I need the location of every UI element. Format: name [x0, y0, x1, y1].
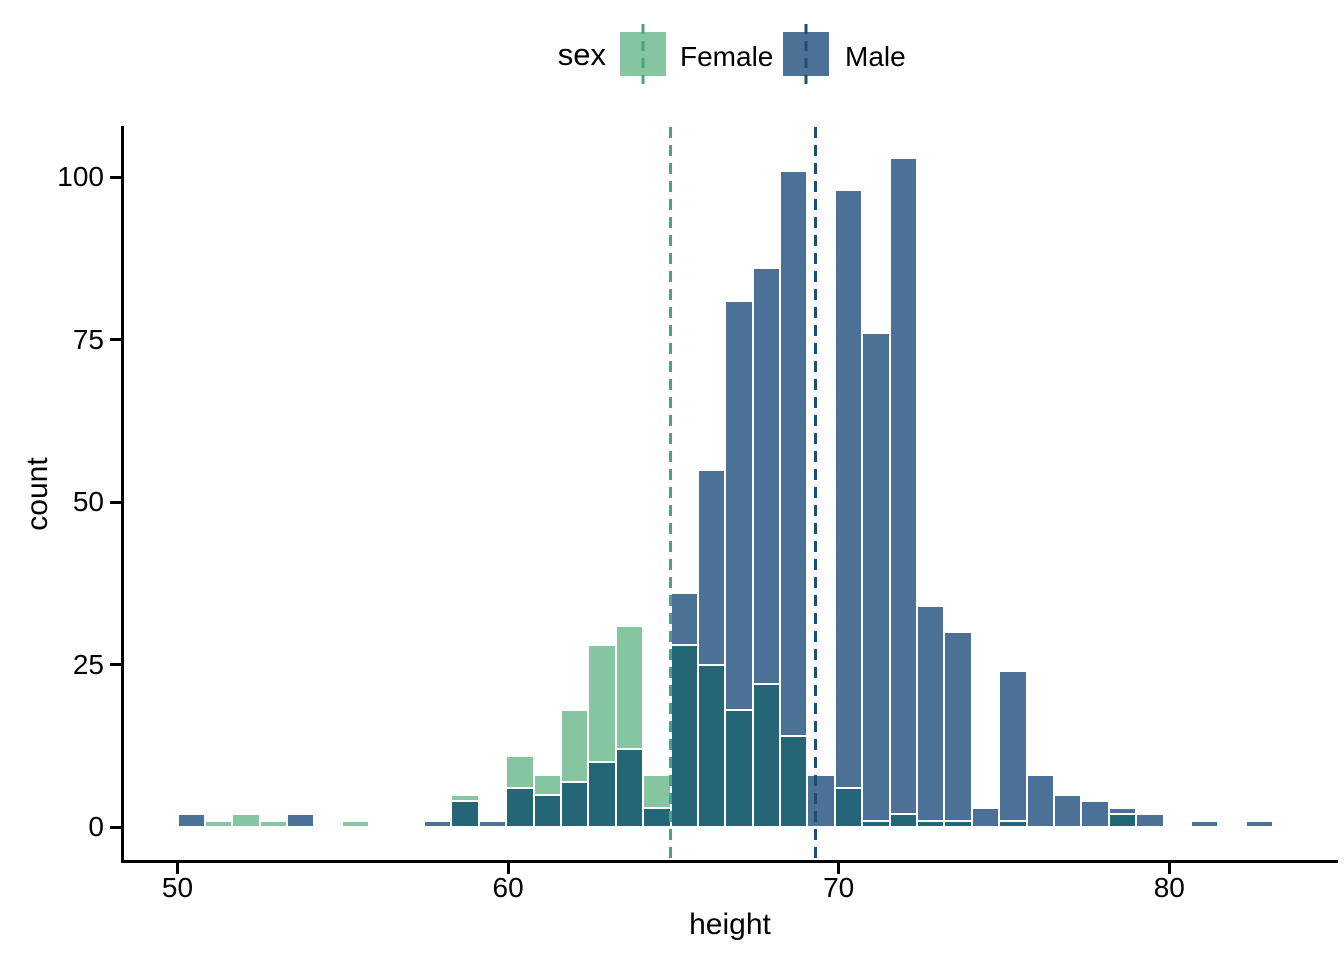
- histogram-bar-male-segment: [424, 820, 452, 827]
- y-axis-line: [121, 126, 124, 863]
- histogram-bar-male-segment: [670, 593, 698, 645]
- histogram-bar-overlap-segment: [615, 749, 644, 827]
- legend-label-female: Female: [680, 41, 774, 72]
- histogram-bar-overlap-segment: [917, 820, 945, 827]
- y-axis-tick-label: 0: [88, 811, 104, 842]
- histogram-bar-male-segment: [1053, 794, 1082, 827]
- y-axis-tick-label: 100: [57, 161, 104, 192]
- histogram-bar-male-segment: [725, 300, 753, 710]
- legend-label-male: Male: [845, 41, 906, 72]
- histogram-bar-male-segment: [177, 814, 205, 827]
- x-axis-tick: [176, 863, 179, 874]
- histogram-bar-male-segment: [862, 333, 890, 821]
- mean-line-male: [814, 127, 818, 860]
- histogram-bar-female-segment: [643, 775, 671, 808]
- histogram-bar-female-segment: [588, 645, 616, 762]
- histogram-bar-overlap-segment: [862, 820, 890, 827]
- histogram-bar-overlap-segment: [506, 788, 534, 827]
- x-axis-tick-label: 50: [161, 872, 194, 903]
- histogram-bar-male-segment: [287, 814, 315, 827]
- y-axis-tick-label: 75: [72, 323, 104, 355]
- histogram-bar-male-segment: [752, 268, 781, 684]
- x-axis-tick-label: 80: [1153, 872, 1185, 903]
- x-axis-line: [121, 860, 1338, 863]
- histogram-bar-female-segment: [259, 820, 288, 827]
- histogram-bar-male-segment: [834, 190, 863, 788]
- histogram-bar-female-segment: [506, 755, 534, 788]
- histogram-bar-male-segment: [917, 606, 945, 821]
- histogram-bar-overlap-segment: [752, 684, 781, 827]
- x-axis-tick: [837, 863, 841, 874]
- histogram-bar-overlap-segment: [560, 781, 589, 827]
- histogram-bar-male-segment: [1026, 775, 1054, 827]
- y-axis-tick: [110, 338, 121, 341]
- x-axis-tick: [506, 863, 510, 874]
- histogram-bar-male-segment: [478, 820, 507, 827]
- histogram-bar-male-segment: [1108, 807, 1137, 814]
- histogram-bar-male-segment: [807, 775, 835, 827]
- histogram-bar-female-segment: [615, 625, 644, 749]
- legend-key-female: [620, 24, 666, 84]
- histogram-bar-male-segment: [1081, 801, 1109, 827]
- y-axis-tick: [110, 825, 121, 829]
- histogram-bar-male-segment: [971, 807, 1000, 827]
- y-axis-tick-label: 25: [72, 648, 104, 680]
- histogram-bar-female-segment: [204, 820, 233, 827]
- histogram-bar-male-segment: [1190, 820, 1219, 827]
- histogram-bar-male-segment: [889, 157, 918, 814]
- x-axis-title: height: [689, 908, 771, 941]
- histogram-bar-overlap-segment: [834, 788, 863, 827]
- legend-key-dash-female: [641, 24, 645, 84]
- histogram-bar-overlap-segment: [1108, 814, 1137, 827]
- histogram-bar-overlap-segment: [944, 820, 972, 827]
- histogram-bar-female-segment: [341, 820, 370, 827]
- histogram-bar-male-segment: [1136, 814, 1164, 827]
- x-axis-tick: [1167, 863, 1171, 874]
- histogram-bar-overlap-segment: [725, 710, 753, 827]
- histogram-bar-female-segment: [232, 814, 260, 827]
- histogram-bar-overlap-segment: [451, 801, 479, 827]
- histogram-bar-male-segment: [999, 671, 1027, 821]
- y-axis-tick-label: 50: [72, 486, 104, 517]
- x-axis-tick-label: 60: [492, 872, 524, 903]
- y-axis-tick: [110, 175, 121, 179]
- histogram-bar-female-segment: [451, 794, 479, 801]
- histogram-bar-overlap-segment: [999, 820, 1027, 827]
- histogram-bar-overlap-segment: [533, 794, 561, 827]
- x-axis-tick-label: 70: [823, 872, 855, 903]
- histogram-bar-male-segment: [697, 469, 726, 665]
- legend-key-male: [783, 24, 829, 84]
- histogram-bar-male-segment: [780, 170, 808, 736]
- histogram-bar-male-segment: [944, 632, 972, 821]
- legend-title: sex: [557, 37, 606, 72]
- histogram-bar-overlap-segment: [643, 807, 671, 827]
- y-axis-tick: [110, 663, 121, 666]
- y-axis-title: count: [21, 457, 54, 531]
- histogram-bar-overlap-segment: [588, 762, 616, 827]
- histogram-bar-overlap-segment: [697, 664, 726, 827]
- histogram-bar-female-segment: [533, 775, 561, 795]
- y-axis-tick: [110, 500, 121, 504]
- histogram-bar-overlap-segment: [670, 645, 698, 827]
- histogram-bar-female-segment: [560, 710, 589, 782]
- histogram-bar-overlap-segment: [889, 814, 918, 827]
- mean-line-female: [668, 127, 672, 860]
- legend-key-dash-male: [804, 24, 808, 84]
- histogram-bar-male-segment: [1245, 820, 1274, 827]
- histogram-bar-overlap-segment: [780, 736, 808, 827]
